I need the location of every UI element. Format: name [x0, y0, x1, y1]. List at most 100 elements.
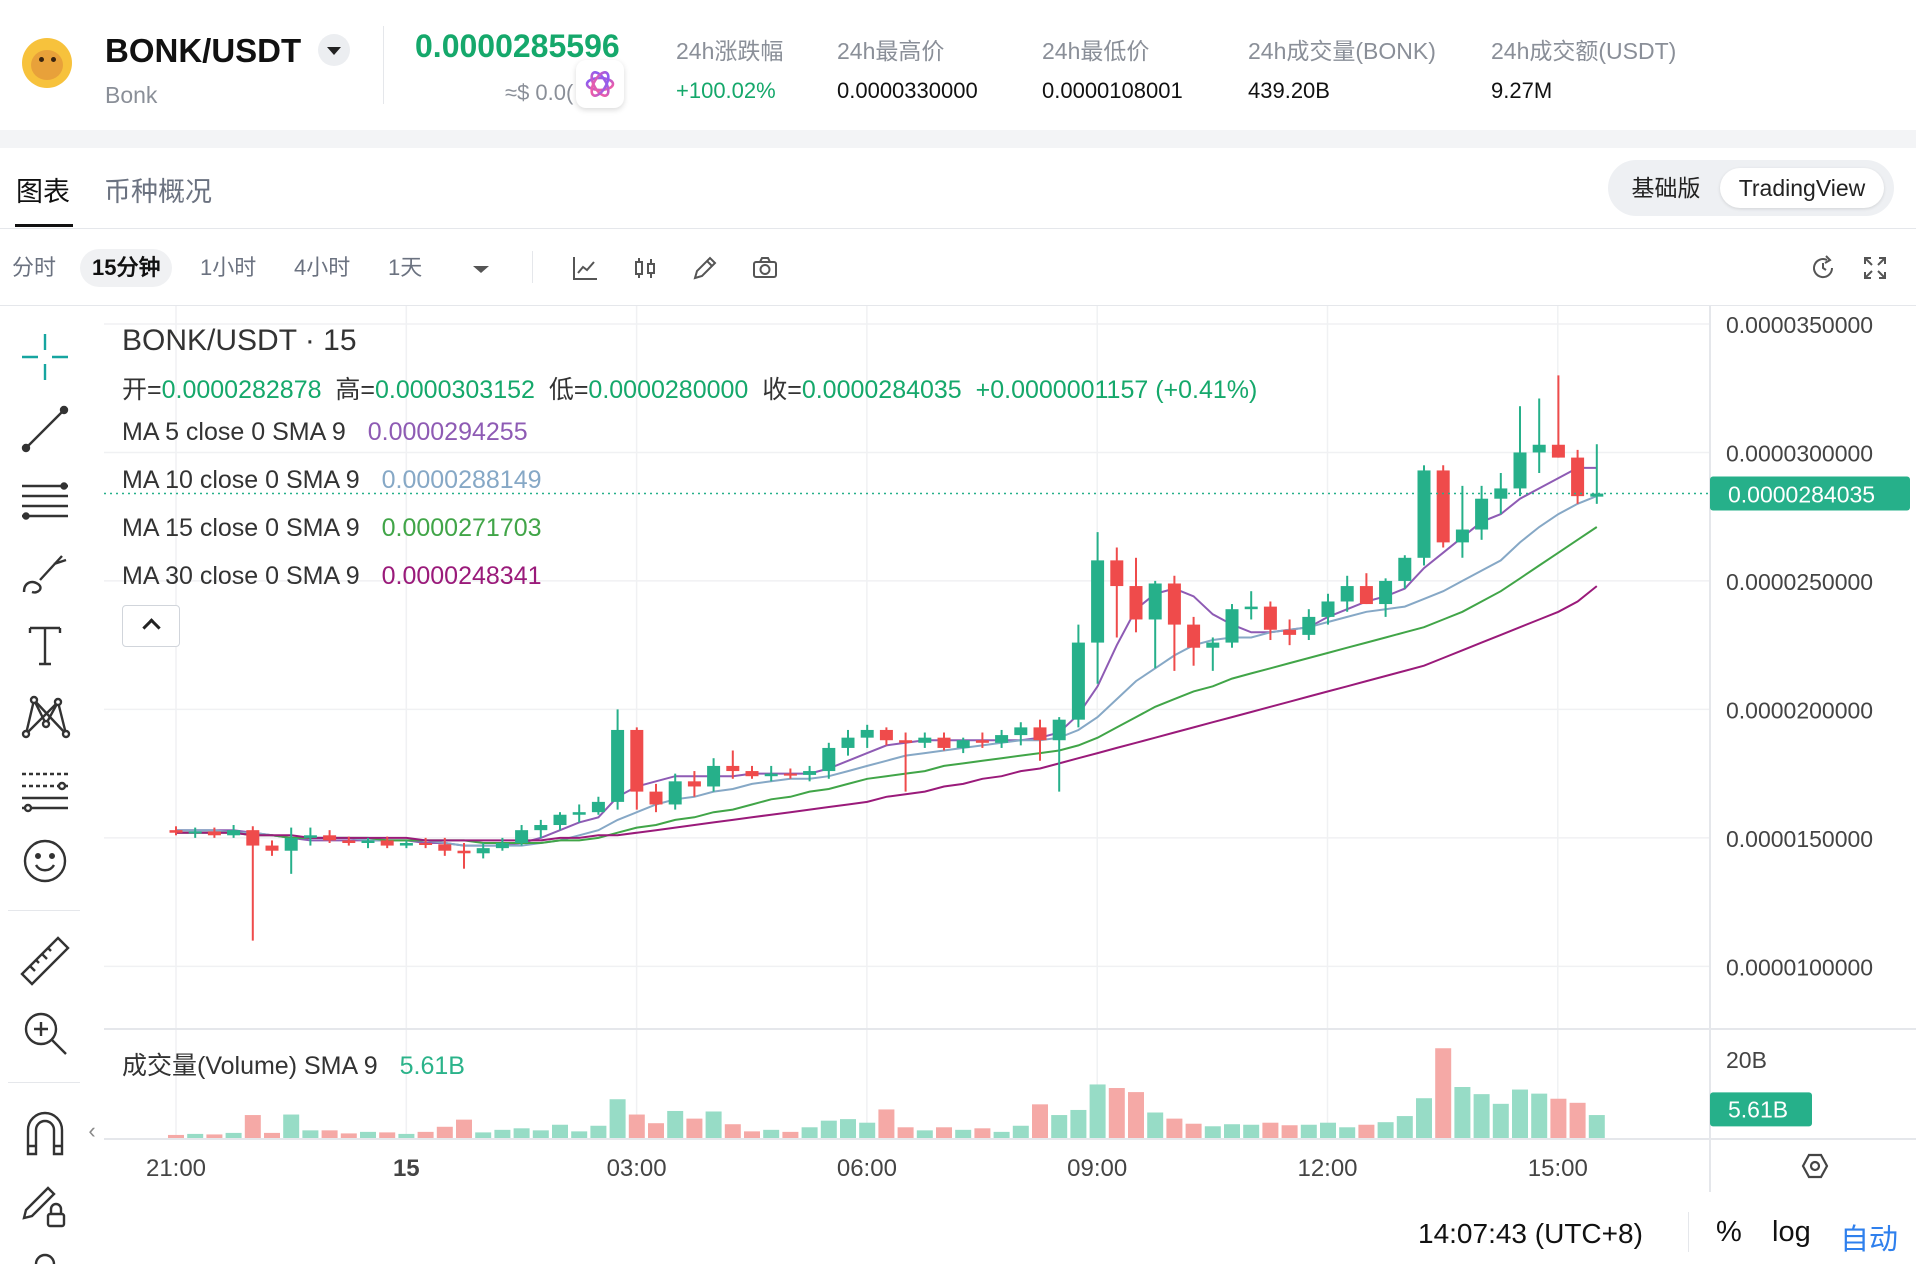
ma15-label: MA 15 close 0 SMA 9 — [122, 514, 360, 542]
candle — [1091, 532, 1105, 684]
candle-body — [207, 831, 221, 836]
candle — [169, 826, 183, 836]
high-value: 0.0000303152 — [375, 376, 535, 404]
mode-tradingview-button[interactable]: TradingView — [1720, 168, 1884, 208]
candle-body — [1398, 557, 1412, 581]
timeframe-1d[interactable]: 1天 — [388, 255, 423, 280]
candle — [668, 773, 682, 810]
magnet-icon[interactable] — [18, 1106, 72, 1160]
stat-low-value: 0.0000108001 — [1042, 78, 1183, 103]
indicators-icon[interactable] — [570, 253, 600, 283]
crosshair-icon[interactable] — [18, 330, 72, 384]
ma5-legend[interactable]: MA 5 close 0 SMA 9 0.0000294255 — [122, 418, 528, 447]
volume-bar — [187, 1133, 204, 1138]
divider — [532, 251, 533, 283]
candle-body — [361, 840, 375, 844]
ma15-legend[interactable]: MA 15 close 0 SMA 9 0.0000271703 — [122, 514, 542, 543]
volume-bar — [1224, 1124, 1240, 1138]
candle-body — [668, 781, 682, 805]
fib-tool-icon[interactable] — [18, 762, 72, 816]
candle — [1340, 575, 1354, 612]
ai-assistant-icon[interactable] — [576, 60, 624, 108]
ohlc-readout: 开=0.0000282878 高=0.0000303152 低=0.000028… — [122, 370, 1257, 406]
candle-body — [1148, 583, 1162, 620]
candle-body — [169, 830, 183, 833]
candle-body — [975, 740, 989, 743]
volume-bar — [571, 1131, 588, 1138]
volume-bar — [436, 1126, 453, 1138]
tab-overview[interactable]: 币种概况 — [104, 177, 212, 207]
candle — [284, 827, 298, 874]
lock-drawings-icon[interactable] — [18, 1178, 72, 1232]
timeframe-time[interactable]: 分时 — [12, 255, 57, 280]
volume-bar — [398, 1133, 415, 1138]
horizontal-lines-icon[interactable] — [18, 474, 72, 528]
pair-title[interactable]: BONK/USDT — [105, 32, 302, 69]
volume-legend[interactable]: 成交量(Volume) SMA 9 5.61B — [122, 1046, 465, 1082]
candle-body — [495, 843, 509, 849]
candle — [630, 727, 644, 810]
candle-body — [918, 737, 932, 743]
timeframe-1h[interactable]: 1小时 — [200, 255, 257, 280]
volume-bar — [264, 1132, 280, 1138]
text-tool-icon[interactable] — [18, 618, 72, 672]
volume-bar — [897, 1127, 914, 1138]
price-axis-tick-label: 0.0000350000 — [1726, 312, 1873, 338]
collapse-legend-chevron-up-icon[interactable] — [122, 605, 180, 647]
replay-icon[interactable] — [1808, 253, 1838, 283]
pattern-tool-icon[interactable] — [18, 690, 72, 744]
pair-dropdown-caret-icon[interactable] — [318, 34, 350, 66]
candlestick-series — [104, 375, 1710, 941]
volume-bar — [1281, 1125, 1298, 1138]
candle — [265, 840, 279, 856]
candle — [611, 709, 625, 810]
tab-chart[interactable]: 图表 — [16, 177, 70, 207]
volume-bar — [1032, 1104, 1048, 1138]
candle — [1455, 485, 1469, 558]
chart-legend-title: BONK/USDT · 15 — [122, 324, 357, 357]
drawing-toolbar — [0, 306, 88, 1264]
candle-body — [995, 735, 1009, 743]
mode-basic-button[interactable]: 基础版 — [1631, 175, 1701, 201]
percent-scale-toggle[interactable]: % — [1716, 1216, 1742, 1248]
more-timeframes-chevron-down-icon[interactable] — [466, 259, 496, 279]
view-tabs: 图表 币种概况 基础版 TradingView — [0, 148, 1916, 229]
volume-bar — [1569, 1102, 1586, 1138]
draw-pencil-icon[interactable] — [690, 253, 720, 283]
brush-icon[interactable] — [18, 546, 72, 600]
zoom-in-icon[interactable] — [18, 1006, 72, 1060]
candle-body — [1225, 609, 1239, 643]
candle-style-icon[interactable] — [630, 253, 660, 283]
fullscreen-icon[interactable] — [1860, 253, 1890, 283]
candle-body — [726, 765, 740, 772]
volume-bar — [609, 1099, 626, 1138]
candle — [1475, 485, 1489, 540]
volume-bar — [1377, 1122, 1394, 1138]
volume-bar — [283, 1114, 300, 1138]
candle — [726, 750, 740, 779]
candle — [649, 783, 663, 813]
ma10-legend[interactable]: MA 10 close 0 SMA 9 0.0000288149 — [122, 466, 542, 495]
volume-bar — [628, 1114, 645, 1138]
candle — [687, 771, 701, 797]
more-tools-icon[interactable] — [18, 1244, 72, 1264]
trend-line-icon[interactable] — [18, 402, 72, 456]
price-chart[interactable]: 0.0000350000 0.0000300000 0.0000250000 0.00… — [0, 306, 1916, 1264]
ruler-icon[interactable] — [18, 934, 72, 988]
candle — [1494, 473, 1508, 515]
stat-turnover-label: 24h成交额(USDT) — [1491, 38, 1677, 64]
volume-bar — [820, 1120, 837, 1138]
volume-bar — [513, 1128, 530, 1138]
candle-body — [1494, 488, 1508, 499]
candle — [1436, 465, 1450, 548]
timeframe-4h[interactable]: 4小时 — [294, 255, 351, 280]
auto-scale-toggle[interactable]: 自动 — [1840, 1224, 1899, 1256]
timeframe-15m[interactable]: 15分钟 — [80, 249, 173, 287]
screenshot-camera-icon[interactable] — [750, 253, 780, 283]
emoji-icon[interactable] — [18, 834, 72, 888]
candle-body — [745, 771, 759, 777]
candle — [1571, 449, 1585, 504]
log-scale-toggle[interactable]: log — [1772, 1216, 1811, 1248]
candle-body — [1052, 719, 1066, 741]
ma30-legend[interactable]: MA 30 close 0 SMA 9 0.0000248341 — [122, 562, 542, 591]
